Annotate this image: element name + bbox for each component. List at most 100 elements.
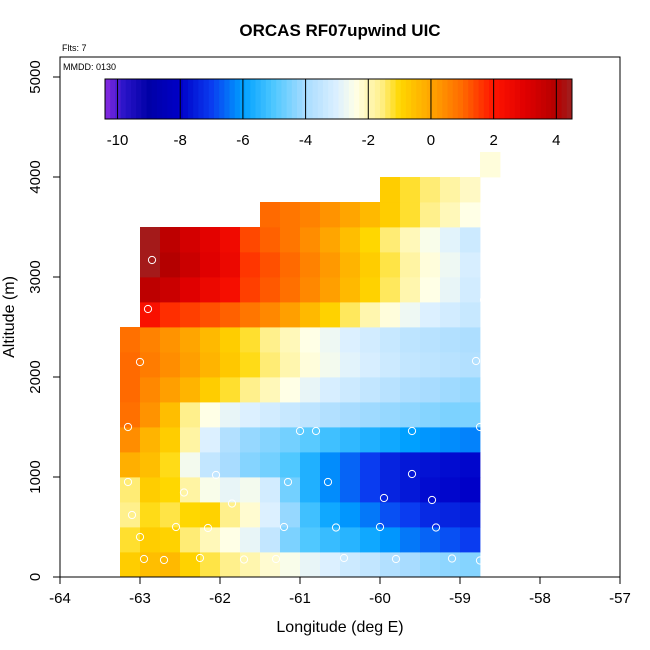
heatmap-cell <box>260 527 281 553</box>
heatmap-cell <box>320 477 341 503</box>
heatmap-cell <box>280 427 301 453</box>
heatmap-cell <box>260 252 281 278</box>
colorbar-segment <box>478 79 485 119</box>
heatmap-cell <box>340 227 361 253</box>
colorbar-segment <box>302 79 308 119</box>
colorbar-segment <box>130 79 137 119</box>
heatmap-cell <box>440 252 461 278</box>
heatmap-cell <box>400 427 421 453</box>
heatmap-cell <box>220 277 241 303</box>
colorbar-segment <box>405 79 412 119</box>
heatmap-cell <box>140 327 161 353</box>
heatmap-cell <box>460 302 481 328</box>
heatmap-cell <box>180 352 201 378</box>
sample-point <box>143 304 153 314</box>
heatmap-cell <box>180 502 201 528</box>
heatmap-cell <box>300 477 321 503</box>
colorbar-segment <box>317 79 324 119</box>
heatmap-cell <box>260 202 281 228</box>
heatmap-cell <box>180 402 201 428</box>
heatmap-cell <box>440 327 461 353</box>
x-tick-label: -64 <box>49 590 71 607</box>
heatmap-cell <box>420 202 441 228</box>
heatmap-cell <box>200 352 221 378</box>
heatmap-cell <box>380 277 401 303</box>
colorbar-segment <box>395 79 402 119</box>
heatmap-cell <box>120 327 141 353</box>
y-tick-label: 3000 <box>27 260 44 293</box>
heatmap-cell <box>280 377 301 403</box>
heatmap-cell <box>160 527 181 553</box>
colorbar-segment <box>416 79 423 119</box>
heatmap-cell <box>200 452 221 478</box>
sample-point <box>471 356 481 366</box>
heatmap-cell <box>160 427 181 453</box>
heatmap-cell <box>460 277 481 303</box>
y-axis: 0 1000 2000 3000 4000 5000 <box>27 60 60 581</box>
colorbar-segment <box>348 79 355 119</box>
colorbar-segment <box>426 79 433 119</box>
colorbar-segment <box>105 79 111 119</box>
heatmap-cell <box>120 402 141 428</box>
heatmap-cell <box>300 202 321 228</box>
heatmap-cell <box>120 477 141 503</box>
heatmap-cell <box>260 227 281 253</box>
heatmap-cell <box>280 327 301 353</box>
heatmap-cell <box>300 502 321 528</box>
colorbar-segment <box>556 79 563 119</box>
colorbar-segment <box>551 79 557 119</box>
heatmap-cell <box>140 302 161 328</box>
heatmap-cell <box>420 177 441 203</box>
colorbar-segment <box>167 79 173 119</box>
heatmap-cell <box>160 377 181 403</box>
colorbar-segment <box>115 79 122 119</box>
heatmap-cell <box>440 527 461 553</box>
heatmap-cell <box>420 452 441 478</box>
colorbar-tick-label: -4 <box>299 132 312 149</box>
heatmap-cell <box>240 377 261 403</box>
colorbar-segment <box>188 79 194 119</box>
heatmap-cell <box>340 302 361 328</box>
heatmap-cell <box>240 277 261 303</box>
heatmap-cell <box>120 352 141 378</box>
heatmap-cell <box>440 202 461 228</box>
heatmap-cell <box>140 427 161 453</box>
colorbar-segment <box>442 79 448 119</box>
heatmap-cell <box>380 177 401 203</box>
heatmap-cell <box>140 402 161 428</box>
flights-note: Flts: 7 <box>62 43 87 53</box>
heatmap-cell <box>360 277 381 303</box>
heatmap-cell <box>300 377 321 403</box>
colorbar-tick-label: 2 <box>489 132 497 149</box>
colorbar-segment <box>136 79 142 119</box>
heatmap-cell <box>300 352 321 378</box>
heatmap-cells <box>120 152 501 578</box>
heatmap-cell <box>240 527 261 553</box>
colorbar-segment <box>146 79 153 119</box>
heatmap-cell <box>340 252 361 278</box>
sample-points <box>123 255 497 565</box>
heatmap-cell <box>220 552 241 578</box>
heatmap-cell <box>180 452 201 478</box>
heatmap-cell <box>300 277 321 303</box>
heatmap-cell <box>460 452 481 478</box>
colorbar-segment <box>276 79 282 119</box>
colorbar-segment <box>530 79 537 119</box>
sample-point <box>135 357 145 367</box>
sample-point <box>203 523 213 533</box>
heatmap-cell <box>200 377 221 403</box>
colorbar-segment <box>400 79 407 119</box>
heatmap-cell <box>320 402 341 428</box>
sample-point <box>123 477 133 487</box>
heatmap-cell <box>440 302 461 328</box>
sample-point <box>447 554 457 563</box>
heatmap-cell <box>280 352 301 378</box>
heatmap-cell <box>320 302 341 328</box>
heatmap-cell <box>260 402 281 428</box>
heatmap-cell <box>140 477 161 503</box>
heatmap-cell <box>240 227 261 253</box>
colorbar-segment <box>125 79 132 119</box>
sample-point <box>479 295 489 305</box>
heatmap-cell <box>360 327 381 353</box>
heatmap-cell <box>220 327 241 353</box>
